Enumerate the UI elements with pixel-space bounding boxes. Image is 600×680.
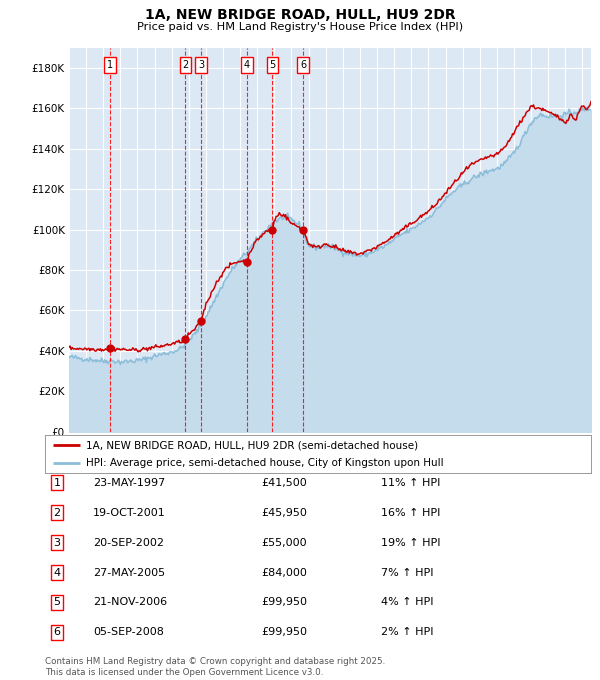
Text: 5: 5: [269, 60, 275, 70]
Text: 1A, NEW BRIDGE ROAD, HULL, HU9 2DR: 1A, NEW BRIDGE ROAD, HULL, HU9 2DR: [145, 8, 455, 22]
Text: 21-NOV-2006: 21-NOV-2006: [93, 598, 167, 607]
Text: 11% ↑ HPI: 11% ↑ HPI: [381, 478, 440, 488]
Text: 6: 6: [300, 60, 306, 70]
Text: £84,000: £84,000: [261, 568, 307, 577]
Text: 20-SEP-2002: 20-SEP-2002: [93, 538, 164, 547]
Text: £99,950: £99,950: [261, 628, 307, 637]
Text: 4: 4: [53, 568, 61, 577]
Text: 1: 1: [107, 60, 113, 70]
Text: 2: 2: [53, 508, 61, 517]
Text: £41,500: £41,500: [261, 478, 307, 488]
Text: 23-MAY-1997: 23-MAY-1997: [93, 478, 165, 488]
Text: £99,950: £99,950: [261, 598, 307, 607]
Text: HPI: Average price, semi-detached house, City of Kingston upon Hull: HPI: Average price, semi-detached house,…: [86, 458, 443, 469]
Text: 16% ↑ HPI: 16% ↑ HPI: [381, 508, 440, 517]
Text: 6: 6: [53, 628, 61, 637]
Text: 2: 2: [182, 60, 188, 70]
Text: 5: 5: [53, 598, 61, 607]
Text: 2% ↑ HPI: 2% ↑ HPI: [381, 628, 433, 637]
Text: £45,950: £45,950: [261, 508, 307, 517]
Text: 1: 1: [53, 478, 61, 488]
Text: Price paid vs. HM Land Registry's House Price Index (HPI): Price paid vs. HM Land Registry's House …: [137, 22, 463, 33]
Text: 05-SEP-2008: 05-SEP-2008: [93, 628, 164, 637]
Text: 3: 3: [198, 60, 204, 70]
Text: £55,000: £55,000: [261, 538, 307, 547]
Text: 7% ↑ HPI: 7% ↑ HPI: [381, 568, 433, 577]
Text: 1A, NEW BRIDGE ROAD, HULL, HU9 2DR (semi-detached house): 1A, NEW BRIDGE ROAD, HULL, HU9 2DR (semi…: [86, 440, 418, 450]
Text: 4% ↑ HPI: 4% ↑ HPI: [381, 598, 433, 607]
Text: 4: 4: [244, 60, 250, 70]
Text: 3: 3: [53, 538, 61, 547]
Text: 19-OCT-2001: 19-OCT-2001: [93, 508, 166, 517]
Text: Contains HM Land Registry data © Crown copyright and database right 2025.
This d: Contains HM Land Registry data © Crown c…: [45, 657, 385, 677]
Text: 27-MAY-2005: 27-MAY-2005: [93, 568, 165, 577]
Text: 19% ↑ HPI: 19% ↑ HPI: [381, 538, 440, 547]
